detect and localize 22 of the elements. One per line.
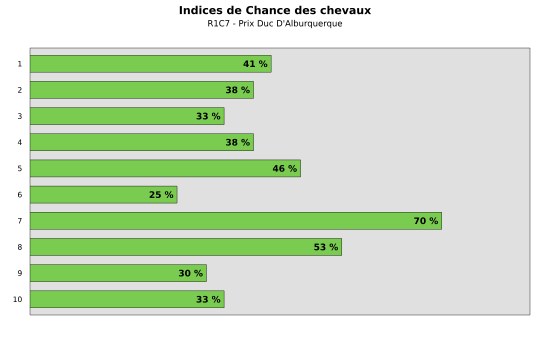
data-label: 53 % — [314, 244, 338, 250]
bar — [30, 55, 272, 72]
bar — [30, 81, 254, 99]
bar — [30, 160, 301, 178]
data-label: 46 % — [272, 165, 297, 172]
data-label: 38 % — [226, 86, 250, 94]
chart-title: Indices de Chance des chevaux — [180, 6, 372, 14]
data-label: 30 % — [178, 270, 203, 277]
bar — [30, 107, 224, 125]
data-label: 33 % — [196, 296, 220, 303]
bar — [30, 264, 207, 282]
bar — [30, 134, 254, 151]
data-label: 33 % — [196, 112, 220, 120]
chart-subtitle: R1C7 - Prix Duc D'Alburquerque — [208, 20, 342, 28]
data-label: 70 % — [414, 217, 438, 224]
bar — [30, 290, 224, 308]
bar — [30, 186, 178, 204]
data-label: 38 % — [226, 138, 250, 146]
bar — [30, 238, 342, 256]
data-label: 25 % — [150, 191, 174, 198]
data-label: 41 % — [243, 60, 268, 68]
bar — [30, 212, 442, 230]
